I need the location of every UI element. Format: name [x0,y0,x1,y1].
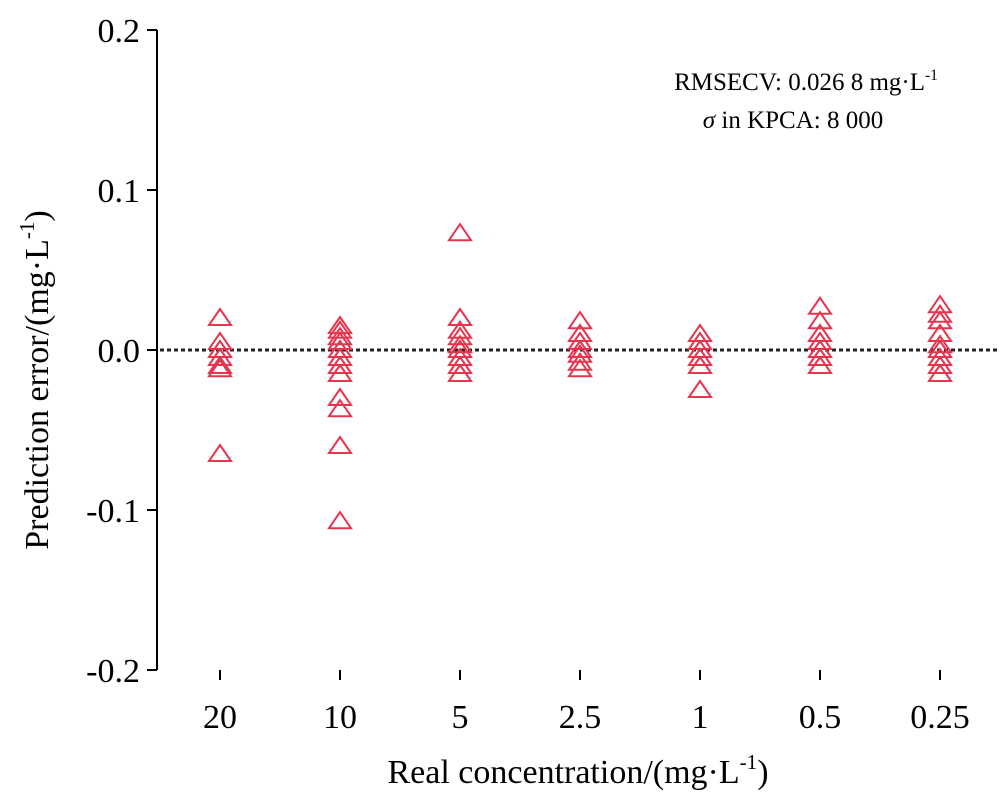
point [927,355,953,374]
point [327,435,353,454]
point [327,387,353,406]
annotation-text: in KPCA: 8 000 [715,107,883,134]
point [807,310,833,330]
point [447,363,473,382]
point [807,355,833,374]
y-tick-label: -0.2 [86,653,140,690]
point [567,358,593,378]
y-label-sup: -1 [15,222,39,240]
point [567,339,593,358]
y-tick-label: 0.0 [98,333,141,370]
y-tick-label: 0.1 [98,173,141,210]
point [447,222,473,242]
x-tick-label: 5 [452,699,469,736]
x-label-end: ) [757,754,768,791]
point [327,510,353,530]
point [207,347,233,366]
x-axis-label: Real concentration/(mg·L-1) [387,750,768,791]
point [567,352,593,371]
point [447,307,473,326]
point [447,326,473,346]
point [567,310,593,330]
point [327,355,353,374]
point [927,363,953,382]
x-tick-label: 2.5 [559,699,602,736]
annotation: RMSECV: 0.026 8 mg·L-1 [674,67,938,96]
annotation-symbol: σ [703,107,717,134]
x-tick-label: 10 [323,699,357,736]
point [327,398,353,418]
annotation-sup: -1 [925,67,938,84]
point [327,363,353,382]
point [207,358,233,378]
point [327,326,353,346]
point [207,307,233,326]
point [447,355,473,374]
point [327,315,353,334]
point [447,334,473,354]
point [327,320,353,339]
y-label-text: Prediction error/(mg·L [19,239,56,550]
point [807,347,833,366]
x-label-sup: -1 [740,750,758,774]
y-label-end: ) [19,210,56,221]
annotation-text: RMSECV: 0.026 8 mg·L [674,69,925,96]
point [927,310,953,330]
x-tick-label: 1 [692,699,709,736]
x-tick-label: 20 [203,699,237,736]
x-label-text: Real concentration/(mg·L [387,754,739,791]
point [207,355,233,374]
annotation: σ in KPCA: 8 000 [703,107,883,134]
point [567,331,593,350]
point [687,379,713,398]
point [687,355,713,374]
x-tick-label: 0.5 [799,699,842,736]
point [687,347,713,366]
y-axis-label: Prediction error/(mg·L-1) [15,210,56,550]
point [927,304,953,323]
x-tick-label: 0.25 [910,699,970,736]
y-tick-label: 0.2 [98,13,141,50]
point [207,443,233,462]
y-tick-label: -0.1 [86,493,140,530]
point [927,334,953,354]
